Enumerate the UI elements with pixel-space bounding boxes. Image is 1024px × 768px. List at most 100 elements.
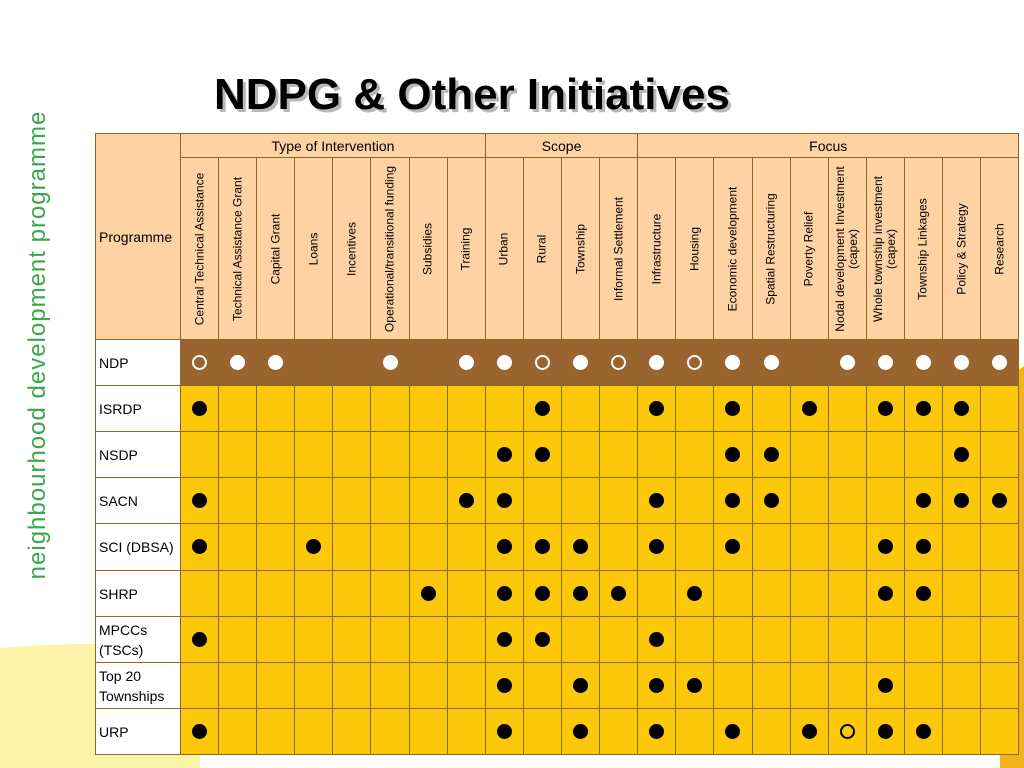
table-cell bbox=[218, 662, 258, 709]
table-cell bbox=[751, 523, 791, 571]
filled-circle-icon bbox=[915, 354, 931, 370]
row-label: MPCCs (TSCs) bbox=[95, 616, 181, 663]
table-cell bbox=[561, 570, 601, 617]
table-cell bbox=[484, 662, 524, 709]
filled-circle-icon bbox=[992, 492, 1008, 508]
table-cell bbox=[294, 616, 334, 663]
column-header-label: Infrastructure bbox=[649, 213, 664, 284]
table-cell bbox=[903, 339, 943, 386]
table-cell bbox=[675, 708, 715, 755]
table-cell bbox=[408, 708, 448, 755]
table-cell bbox=[637, 708, 677, 755]
column-header: Whole township investment (capex) bbox=[865, 157, 905, 340]
table-cell bbox=[675, 616, 715, 663]
table-cell bbox=[599, 385, 639, 432]
table-cell bbox=[446, 339, 486, 386]
table-cell bbox=[256, 708, 296, 755]
table-row: SHRP bbox=[95, 570, 1020, 617]
row-label: Top 20 Townships bbox=[95, 662, 181, 709]
table-cell bbox=[980, 708, 1020, 755]
filled-circle-icon bbox=[801, 723, 817, 739]
table-cell bbox=[903, 431, 943, 478]
column-header-label: Operational/transitional funding bbox=[382, 165, 397, 332]
table-cell bbox=[332, 662, 372, 709]
table-cell bbox=[789, 708, 829, 755]
filled-circle-icon bbox=[573, 585, 589, 601]
filled-circle-icon bbox=[573, 677, 589, 693]
table-row: MPCCs (TSCs) bbox=[95, 616, 1020, 663]
table-cell bbox=[941, 708, 982, 755]
column-header-label: Nodal development Investment (capex) bbox=[833, 165, 861, 332]
table-cell bbox=[179, 616, 220, 663]
hollow-circle-icon bbox=[839, 723, 855, 739]
filled-circle-icon bbox=[420, 585, 436, 601]
table-cell bbox=[484, 431, 524, 478]
row-label: ISRDP bbox=[95, 385, 181, 432]
column-header: Capital Grant bbox=[256, 157, 296, 340]
table-cell bbox=[484, 616, 524, 663]
table-cell bbox=[865, 523, 905, 571]
table-cell bbox=[179, 431, 220, 478]
column-header: Operational/transitional funding bbox=[370, 157, 410, 340]
table-cell bbox=[522, 616, 563, 663]
table-cell bbox=[218, 708, 258, 755]
table-cell bbox=[713, 616, 753, 663]
table-cell bbox=[179, 523, 220, 571]
filled-circle-icon bbox=[915, 492, 931, 508]
table-cell bbox=[218, 431, 258, 478]
column-header-label: Poverty Relief bbox=[801, 211, 816, 286]
table-cell bbox=[637, 570, 677, 617]
table-cell bbox=[751, 616, 791, 663]
table-cell bbox=[522, 570, 563, 617]
filled-circle-icon bbox=[839, 354, 855, 370]
table-cell bbox=[827, 616, 867, 663]
table-cell bbox=[751, 708, 791, 755]
table-cell bbox=[980, 523, 1020, 571]
filled-circle-icon bbox=[496, 354, 512, 370]
table-cell bbox=[865, 431, 905, 478]
filled-circle-icon bbox=[192, 723, 208, 739]
row-label: SHRP bbox=[95, 570, 181, 617]
table-cell bbox=[561, 431, 601, 478]
row-label: NDP bbox=[95, 339, 181, 386]
filled-circle-icon bbox=[801, 400, 817, 416]
column-header-label: Research bbox=[992, 222, 1007, 275]
filled-circle-icon bbox=[573, 539, 589, 555]
table-cell bbox=[713, 570, 753, 617]
hollow-circle-icon bbox=[611, 354, 627, 370]
table-cell bbox=[789, 570, 829, 617]
table-cell bbox=[675, 477, 715, 524]
table-row: Top 20 Townships bbox=[95, 662, 1020, 709]
table-cell bbox=[294, 662, 334, 709]
table-row: SCI (DBSA) bbox=[95, 523, 1020, 571]
table-row: NDP bbox=[95, 339, 1020, 386]
table-cell bbox=[713, 339, 753, 386]
table-cell bbox=[218, 477, 258, 524]
table-cell bbox=[256, 431, 296, 478]
table-cell bbox=[751, 477, 791, 524]
table-cell bbox=[789, 477, 829, 524]
filled-circle-icon bbox=[306, 539, 322, 555]
column-header: Housing bbox=[675, 157, 715, 340]
column-header-label: Township bbox=[573, 223, 588, 274]
table-cell bbox=[941, 339, 982, 386]
filled-circle-icon bbox=[954, 354, 970, 370]
filled-circle-icon bbox=[725, 400, 741, 416]
table-cell bbox=[941, 616, 982, 663]
table-cell bbox=[980, 385, 1020, 432]
filled-circle-icon bbox=[382, 354, 398, 370]
column-header-label: Urban bbox=[496, 232, 511, 265]
table-cell bbox=[789, 523, 829, 571]
table-cell bbox=[522, 385, 563, 432]
table-cell bbox=[561, 616, 601, 663]
table-cell bbox=[827, 431, 867, 478]
table-cell bbox=[332, 431, 372, 478]
table-cell bbox=[865, 708, 905, 755]
table-cell bbox=[637, 339, 677, 386]
group-header-type-of-intervention: Type of Intervention bbox=[180, 133, 486, 158]
table-cell bbox=[370, 708, 410, 755]
table-cell bbox=[903, 616, 943, 663]
table-cell bbox=[294, 431, 334, 478]
column-header: Informal Settlement bbox=[599, 157, 639, 340]
table-cell bbox=[256, 616, 296, 663]
